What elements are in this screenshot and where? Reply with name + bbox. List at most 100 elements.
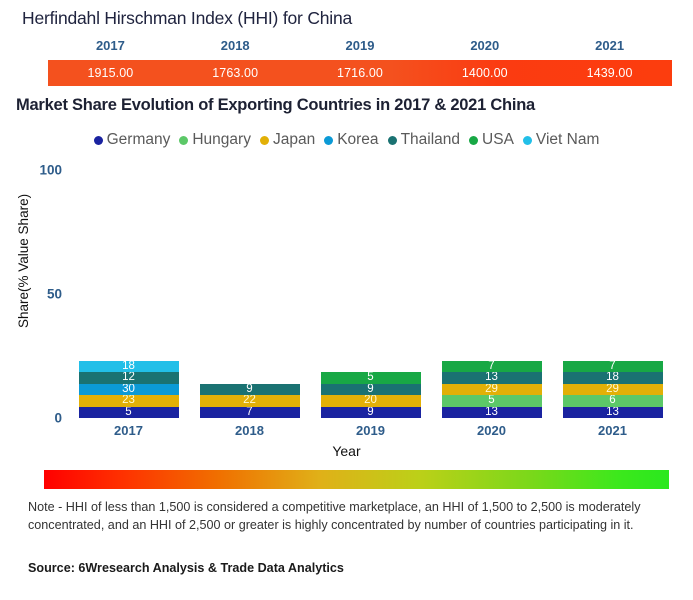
hhi-year-label: 2019 bbox=[345, 38, 375, 53]
bar-segment-thailand[interactable]: 12 bbox=[78, 372, 179, 384]
bar-stack[interactable]: 7 22 9 bbox=[199, 383, 300, 418]
bar-segment-thailand[interactable]: 9 bbox=[320, 383, 421, 395]
legend-swatch-icon bbox=[387, 135, 397, 145]
chart-title: Market Share Evolution of Exporting Coun… bbox=[16, 96, 535, 114]
legend-item-viet-nam[interactable]: Viet Nam bbox=[522, 131, 600, 149]
bar-segment-germany[interactable]: 13 bbox=[562, 406, 663, 418]
bar-segment-germany[interactable]: 7 bbox=[199, 406, 300, 418]
bar-column-2019: 9 20 9 5 2019 bbox=[310, 170, 431, 438]
bar-stack[interactable]: 13 5 29 13 7 bbox=[441, 360, 542, 418]
legend-item-germany[interactable]: Germany bbox=[93, 131, 170, 149]
hhi-year-label: 2021 bbox=[595, 38, 625, 53]
bar-segment-japan[interactable]: 23 bbox=[78, 395, 179, 407]
bar-segment-viet-nam[interactable]: 18 bbox=[78, 360, 179, 372]
hhi-value-cell: 1716.00 bbox=[337, 66, 383, 80]
plot-area: Share(% Value Share) 0 50 100 5 23 30 12 18 201… bbox=[16, 163, 673, 438]
bar-segment-thailand[interactable]: 13 bbox=[441, 372, 542, 384]
bar-segment-japan[interactable]: 20 bbox=[320, 395, 421, 407]
legend-label: USA bbox=[482, 131, 514, 148]
bar-column-2021: 13 6 29 18 7 2021 bbox=[552, 170, 673, 438]
bar-segment-value-label: 5 bbox=[367, 372, 374, 383]
bar-stack[interactable]: 13 6 29 18 7 bbox=[562, 360, 663, 418]
bar-segment-thailand[interactable]: 9 bbox=[199, 383, 300, 395]
y-axis-title: Share(% Value Share) bbox=[16, 193, 31, 328]
bar-segment-value-label: 29 bbox=[606, 383, 619, 395]
hhi-value-cell: 1763.00 bbox=[212, 66, 259, 80]
bar-segment-germany[interactable]: 13 bbox=[441, 406, 542, 418]
bar-segment-usa[interactable]: 5 bbox=[320, 372, 421, 384]
chart-legend: Germany Hungary Japan Korea Thailand USA Viet … bbox=[0, 131, 693, 149]
bar-segment-germany[interactable]: 5 bbox=[78, 406, 179, 418]
bar-stack[interactable]: 5 23 30 12 18 bbox=[78, 360, 179, 418]
bar-segment-germany[interactable]: 9 bbox=[320, 406, 421, 418]
bar-segment-value-label: 13 bbox=[485, 372, 498, 383]
hhi-title: Herfindahl Hirschman Index (HHI) for Chi… bbox=[22, 8, 353, 28]
legend-label: Korea bbox=[337, 131, 379, 148]
bar-segment-usa[interactable]: 7 bbox=[562, 360, 663, 372]
y-axis-tick-label: 100 bbox=[39, 162, 62, 178]
bar-segment-korea[interactable]: 30 bbox=[78, 383, 179, 395]
bar-column-2020: 13 5 29 13 7 2020 bbox=[431, 170, 552, 438]
concentration-gradient-scale bbox=[44, 470, 669, 489]
bar-segment-value-label: 30 bbox=[122, 383, 135, 395]
hhi-year-label: 2017 bbox=[95, 38, 125, 53]
bar-segment-value-label: 13 bbox=[485, 406, 498, 418]
hhi-year-label: 2020 bbox=[470, 38, 500, 53]
bar-segment-value-label: 7 bbox=[246, 406, 253, 418]
bar-segment-value-label: 13 bbox=[606, 406, 619, 418]
legend-label: Japan bbox=[272, 131, 316, 148]
bar-segment-value-label: 9 bbox=[367, 383, 374, 395]
bar-stack[interactable]: 9 20 9 5 bbox=[320, 372, 421, 418]
bar-segment-value-label: 22 bbox=[243, 395, 256, 406]
bar-segment-usa[interactable]: 7 bbox=[441, 360, 542, 372]
bar-segment-value-label: 23 bbox=[122, 395, 135, 406]
legend-label: Thailand bbox=[400, 131, 461, 148]
stacked-bar-group: 5 23 30 12 18 2017 7 22 9 2018 9 20 9 5 2019 13 5 29 13 7 20… bbox=[68, 170, 673, 438]
bar-segment-value-label: 29 bbox=[485, 383, 498, 395]
bar-segment-value-label: 5 bbox=[488, 395, 495, 406]
bar-segment-hungary[interactable]: 5 bbox=[441, 395, 542, 407]
x-axis-tick-label: 2019 bbox=[356, 423, 385, 438]
footnote-text: Note - HHI of less than 1,500 is conside… bbox=[28, 500, 641, 532]
bar-segment-value-label: 20 bbox=[364, 395, 377, 406]
source-text: Source: 6Wresearch Analysis & Trade Data… bbox=[28, 561, 344, 575]
bar-segment-japan[interactable]: 22 bbox=[199, 395, 300, 407]
legend-swatch-icon bbox=[522, 135, 532, 145]
bar-segment-hungary[interactable]: 6 bbox=[562, 395, 663, 407]
hhi-value-bar: 1915.00 1763.00 1716.00 1400.00 1439.00 bbox=[48, 60, 672, 86]
x-axis-tick-label: 2017 bbox=[114, 423, 143, 438]
bar-segment-value-label: 6 bbox=[609, 395, 616, 406]
bar-column-2017: 5 23 30 12 18 2017 bbox=[68, 170, 189, 438]
hhi-year-row: 2017 2018 2019 2020 2021 bbox=[48, 38, 672, 58]
bar-column-2018: 7 22 9 2018 bbox=[189, 170, 310, 438]
bar-segment-japan[interactable]: 29 bbox=[562, 383, 663, 395]
legend-item-korea[interactable]: Korea bbox=[324, 131, 379, 149]
bar-segment-value-label: 7 bbox=[488, 360, 495, 372]
x-axis-tick-label: 2018 bbox=[235, 423, 264, 438]
bar-segment-value-label: 9 bbox=[246, 383, 253, 395]
bar-segment-value-label: 9 bbox=[367, 406, 374, 418]
legend-item-hungary[interactable]: Hungary bbox=[179, 131, 251, 149]
hhi-value-cell: 1915.00 bbox=[87, 66, 134, 80]
bar-segment-value-label: 12 bbox=[122, 372, 135, 383]
legend-item-usa[interactable]: USA bbox=[469, 131, 514, 149]
bar-segment-thailand[interactable]: 18 bbox=[562, 372, 663, 384]
bar-segment-japan[interactable]: 29 bbox=[441, 383, 542, 395]
legend-item-thailand[interactable]: Thailand bbox=[387, 131, 461, 149]
bar-segment-value-label: 18 bbox=[122, 360, 135, 372]
bar-segment-value-label: 5 bbox=[125, 406, 132, 418]
x-axis-tick-label: 2020 bbox=[477, 423, 506, 438]
legend-label: Viet Nam bbox=[535, 131, 600, 148]
legend-label: Hungary bbox=[192, 131, 251, 148]
hhi-value-cell: 1439.00 bbox=[586, 66, 633, 80]
y-axis-tick-label: 0 bbox=[54, 410, 62, 426]
hhi-year-label: 2018 bbox=[220, 38, 250, 53]
legend-item-japan[interactable]: Japan bbox=[259, 131, 316, 149]
hhi-value-cell: 1400.00 bbox=[461, 66, 508, 80]
x-axis-tick-label: 2021 bbox=[598, 423, 627, 438]
legend-swatch-icon bbox=[179, 135, 189, 145]
legend-swatch-icon bbox=[324, 135, 334, 145]
legend-swatch-icon bbox=[259, 135, 269, 145]
bar-segment-value-label: 7 bbox=[609, 360, 616, 372]
